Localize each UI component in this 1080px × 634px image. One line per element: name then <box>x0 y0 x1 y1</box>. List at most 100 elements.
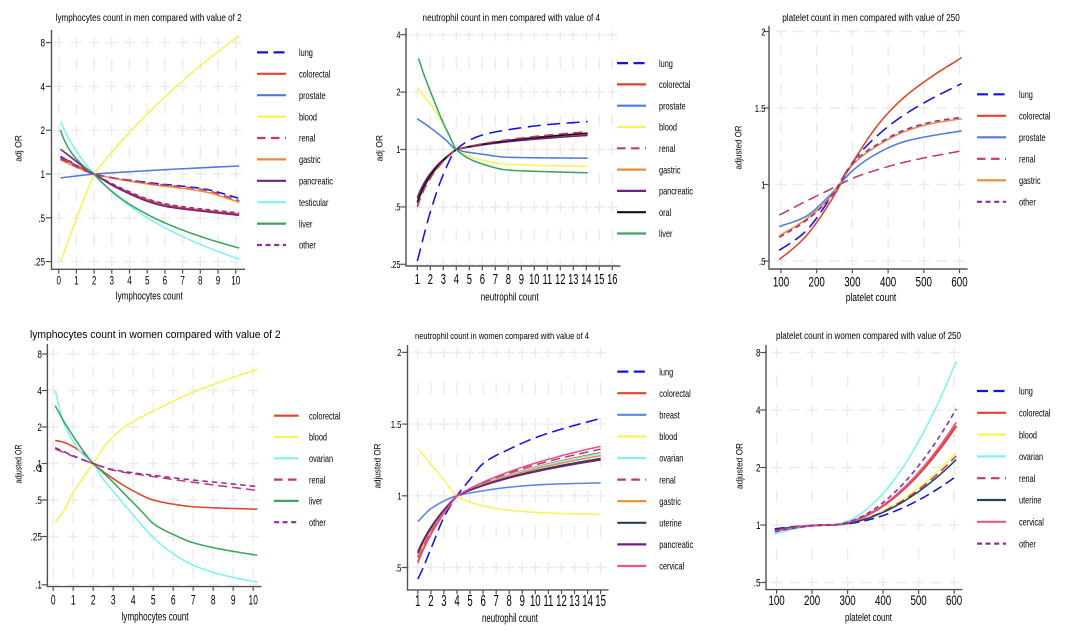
svg-text:other: other <box>1019 197 1036 209</box>
svg-text:3: 3 <box>111 592 116 608</box>
svg-text:15: 15 <box>594 271 604 288</box>
svg-text:.5: .5 <box>38 213 45 225</box>
svg-text:colorectal: colorectal <box>299 69 331 81</box>
svg-text:6: 6 <box>480 593 485 610</box>
svg-text:1: 1 <box>41 169 46 181</box>
svg-text:platelet count in men compared: platelet count in men compared with valu… <box>782 13 960 24</box>
svg-text:12: 12 <box>556 593 567 610</box>
svg-text:colorectal: colorectal <box>659 79 691 91</box>
svg-text:4: 4 <box>454 271 459 288</box>
svg-text:1: 1 <box>71 592 76 608</box>
svg-text:neutrophil count: neutrophil count <box>482 613 539 625</box>
svg-text:adjusted OR: adjusted OR <box>373 443 383 488</box>
svg-text:platelet count in women compar: platelet count in women compared with va… <box>776 331 961 342</box>
svg-text:blood: blood <box>309 432 327 444</box>
svg-text:11: 11 <box>542 271 552 288</box>
svg-text:15: 15 <box>595 593 606 610</box>
svg-text:14: 14 <box>582 593 593 610</box>
svg-text:lymphocytes count: lymphocytes count <box>122 610 189 624</box>
svg-text:7: 7 <box>494 593 499 610</box>
svg-text:neutrophil count: neutrophil count <box>481 292 539 304</box>
svg-text:4: 4 <box>131 592 136 608</box>
svg-text:1: 1 <box>37 459 42 471</box>
svg-text:liver: liver <box>309 496 323 508</box>
svg-text:6: 6 <box>163 273 168 287</box>
svg-text:10: 10 <box>249 592 258 608</box>
svg-text:1: 1 <box>39 463 42 475</box>
svg-text:lung: lung <box>659 366 673 378</box>
svg-text:renal: renal <box>659 474 675 486</box>
svg-text:2: 2 <box>397 347 401 359</box>
svg-text:4: 4 <box>396 30 400 41</box>
svg-text:gastric: gastric <box>659 164 681 176</box>
svg-text:2: 2 <box>428 593 433 610</box>
svg-text:100: 100 <box>773 273 789 289</box>
svg-text:0: 0 <box>56 273 61 287</box>
svg-text:10: 10 <box>231 273 240 287</box>
svg-text:renal: renal <box>1019 154 1035 166</box>
svg-text:2: 2 <box>428 271 433 288</box>
svg-text:6: 6 <box>171 592 176 608</box>
svg-text:8: 8 <box>756 348 761 360</box>
svg-text:9: 9 <box>231 592 236 608</box>
svg-text:2: 2 <box>756 463 761 475</box>
svg-text:colorectal: colorectal <box>1019 408 1051 420</box>
svg-text:colorectal: colorectal <box>309 410 341 422</box>
svg-text:lung: lung <box>1019 89 1033 101</box>
svg-text:4: 4 <box>41 81 46 93</box>
svg-text:8: 8 <box>198 273 203 287</box>
svg-text:lung: lung <box>1019 386 1033 398</box>
svg-text:9: 9 <box>216 273 221 287</box>
svg-text:6: 6 <box>480 271 485 288</box>
svg-text:pancreatic: pancreatic <box>659 186 693 198</box>
svg-text:ovarian: ovarian <box>309 453 333 465</box>
svg-text:lung: lung <box>659 58 673 70</box>
svg-text:blood: blood <box>1019 429 1037 441</box>
svg-text:1.5: 1.5 <box>391 419 402 431</box>
svg-text:9: 9 <box>519 271 524 288</box>
svg-text:cervical: cervical <box>659 561 684 573</box>
svg-text:adj OR: adj OR <box>375 135 385 162</box>
svg-text:300: 300 <box>844 273 860 289</box>
svg-text:renal: renal <box>309 474 325 486</box>
svg-text:7: 7 <box>180 273 185 287</box>
svg-text:adjusted OR: adjusted OR <box>734 125 744 169</box>
svg-text:oral: oral <box>659 207 671 219</box>
svg-text:other: other <box>1019 538 1036 550</box>
svg-text:2: 2 <box>92 273 97 287</box>
svg-text:14: 14 <box>581 271 591 288</box>
svg-text:5: 5 <box>467 271 472 288</box>
svg-text:400: 400 <box>880 273 896 289</box>
svg-text:neutrophil count in women com: neutrophil count in women compared with … <box>415 331 589 342</box>
svg-text:other: other <box>299 240 316 252</box>
svg-text:2: 2 <box>396 88 400 99</box>
svg-text:5: 5 <box>145 273 150 287</box>
svg-text:10: 10 <box>529 271 539 288</box>
svg-text:platelet count: platelet count <box>845 612 892 624</box>
svg-text:lymphocytes count: lymphocytes count <box>116 290 183 302</box>
svg-text:600: 600 <box>951 273 967 289</box>
svg-text:9: 9 <box>520 593 525 610</box>
svg-text:7: 7 <box>493 271 498 288</box>
svg-text:3: 3 <box>110 273 115 287</box>
svg-text:ovarian: ovarian <box>659 453 683 465</box>
svg-text:uterine: uterine <box>659 518 682 530</box>
svg-text:12: 12 <box>555 271 565 288</box>
svg-text:13: 13 <box>568 271 578 288</box>
svg-text:pancreatic: pancreatic <box>299 176 333 188</box>
svg-text:500: 500 <box>910 592 926 608</box>
svg-text:.5: .5 <box>395 562 402 574</box>
svg-text:breast: breast <box>659 410 679 422</box>
svg-text:colorectal: colorectal <box>1019 111 1051 123</box>
svg-text:.25: .25 <box>390 260 401 271</box>
svg-text:.25: .25 <box>31 532 42 544</box>
svg-text:.5: .5 <box>759 256 766 268</box>
svg-text:2: 2 <box>37 422 42 434</box>
svg-text:renal: renal <box>1019 473 1035 485</box>
svg-text:liver: liver <box>659 228 673 240</box>
svg-text:7: 7 <box>191 592 196 608</box>
svg-text:8: 8 <box>37 349 42 361</box>
svg-text:prostate: prostate <box>299 90 326 102</box>
svg-text:gastric: gastric <box>299 154 321 166</box>
svg-text:adjusted OR: adjusted OR <box>735 443 745 489</box>
